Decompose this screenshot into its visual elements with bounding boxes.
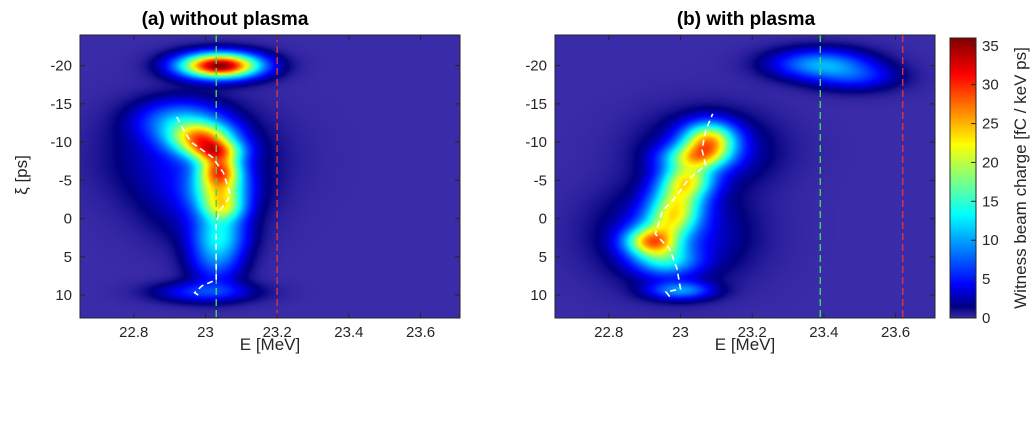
x-tick-label: 23 <box>672 324 689 341</box>
x-tick-label: 23 <box>197 324 214 341</box>
panel-b-x-axis-label: E [MeV] <box>715 335 775 354</box>
y-tick-label: 10 <box>55 287 72 304</box>
centroid-trace <box>654 113 714 298</box>
panel-b-frame <box>554 34 936 319</box>
colorbar: 0 5 10 15 20 25 30 35 Witness beam charge [fC /… <box>949 37 1030 327</box>
x-tick-label: 23.4 <box>809 324 838 341</box>
y-tick-label: 5 <box>539 249 547 266</box>
y-tick-label: -5 <box>534 172 547 189</box>
colorbar-ticks: 0 5 10 15 20 25 30 35 <box>971 38 999 327</box>
colorbar-tick-label: 35 <box>982 38 999 55</box>
y-tick-label: -10 <box>50 134 72 151</box>
y-tick-label: 10 <box>530 287 547 304</box>
y-tick-label: 0 <box>539 211 547 228</box>
centroid-trace <box>176 116 232 296</box>
panel-a-title: (a) without plasma <box>142 9 309 30</box>
y-tick-label: -5 <box>59 172 72 189</box>
panel-b-heatmap <box>555 35 935 318</box>
panel-a-ticks: 22.8 23 23.2 23.4 23.6 -20 -15 -10 -5 0 5 10 <box>50 35 460 341</box>
colorbar-gradient <box>949 37 977 319</box>
x-tick-label: 22.8 <box>594 324 623 341</box>
panel-a-y-axis-label: ξ [ps] <box>12 155 31 195</box>
x-tick-label: 22.8 <box>119 324 148 341</box>
colorbar-tick-label: 0 <box>982 310 990 327</box>
panel-a-overlays <box>176 35 278 318</box>
y-tick-label: 0 <box>64 211 72 228</box>
panel-a-x-axis-label: E [MeV] <box>240 335 300 354</box>
x-tick-label: 23.2 <box>738 324 767 341</box>
colorbar-tick-label: 25 <box>982 116 999 133</box>
x-tick-label: 23.6 <box>406 324 435 341</box>
panel-b-title: (b) with plasma <box>677 9 816 30</box>
panel-b-overlays <box>654 35 904 318</box>
colorbar-tick-label: 15 <box>982 193 999 210</box>
panel-a-frame <box>79 34 461 319</box>
x-tick-label: 23.4 <box>334 324 363 341</box>
colorbar-label: Witness beam charge [fC / keV ps] <box>1011 47 1030 309</box>
colorbar-tick-label: 30 <box>982 77 999 94</box>
panel-b-ticks: 22.8 23 23.2 23.4 23.6 -20 -15 -10 -5 0 5 10 <box>525 35 935 341</box>
colorbar-tick-label: 5 <box>982 271 990 288</box>
colorbar-tick-label: 20 <box>982 154 999 171</box>
panel-with-plasma: (b) with plasma 22.8 23 23.2 23.4 23.6 -20 -15… <box>525 9 936 354</box>
panel-a-heatmap <box>80 35 460 318</box>
colorbar-tick-label: 10 <box>982 232 999 249</box>
y-tick-label: 5 <box>64 249 72 266</box>
y-tick-label: -20 <box>50 58 72 75</box>
y-tick-label: -15 <box>525 96 547 113</box>
y-tick-label: -15 <box>50 96 72 113</box>
x-tick-label: 23.2 <box>263 324 292 341</box>
panel-without-plasma: (a) without plasma 22.8 23 23.2 23.4 23.6 -20… <box>12 9 461 354</box>
y-tick-label: -10 <box>525 134 547 151</box>
y-tick-label: -20 <box>525 58 547 75</box>
x-tick-label: 23.6 <box>881 324 910 341</box>
